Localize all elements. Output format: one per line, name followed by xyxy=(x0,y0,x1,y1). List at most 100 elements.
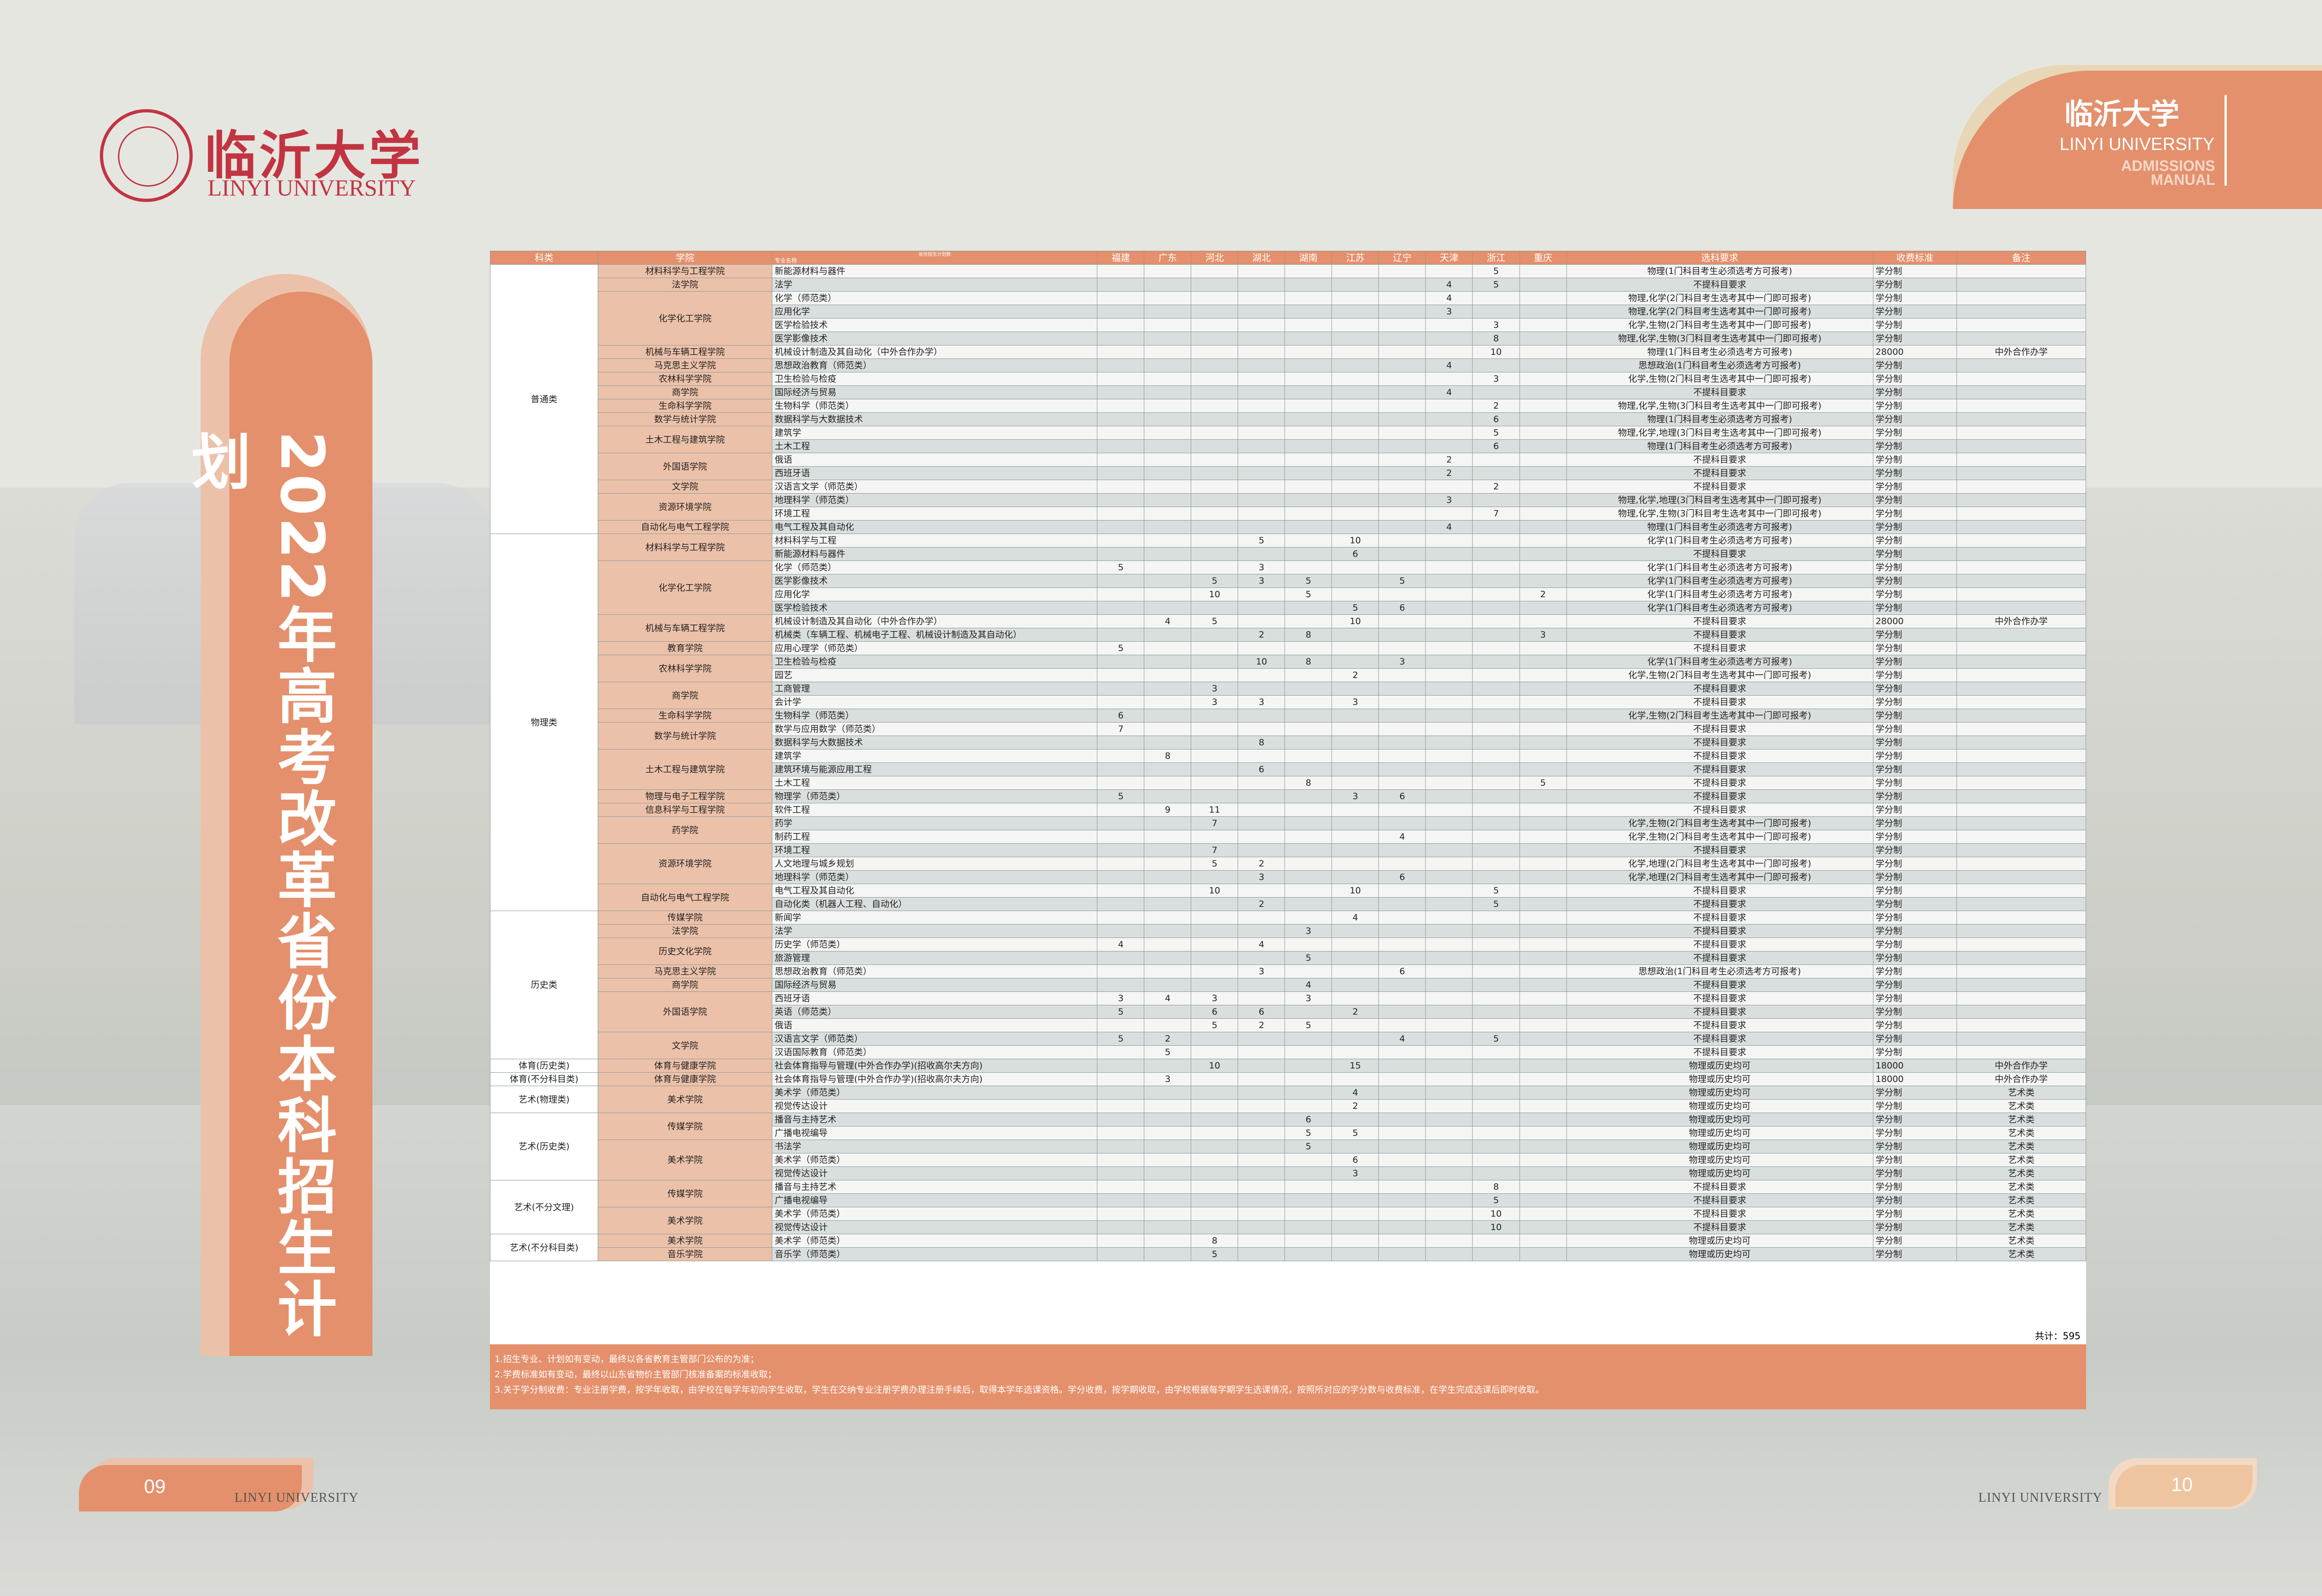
quota-cell xyxy=(1191,1032,1239,1046)
subject-requirement-cell: 物理或历史均可 xyxy=(1566,1247,1873,1261)
quota-cell xyxy=(1238,426,1285,440)
subject-requirement-cell: 不提科目要求 xyxy=(1566,641,1873,655)
quota-cell xyxy=(1191,332,1239,345)
quota-cell xyxy=(1425,843,1473,857)
category-cell: 艺术(物理类) xyxy=(489,1086,599,1113)
remark-cell xyxy=(1956,439,2087,453)
table-row: 机械与车辆工程学院 机械设计制造及其自动化（中外合作办学） 4 5 10 不提科目要求 28… xyxy=(490,614,2087,642)
college-cell: 体育与健康学院 xyxy=(598,1059,773,1073)
fee-cell: 学分制 xyxy=(1872,830,1957,844)
quota-cell xyxy=(1144,709,1192,723)
quota-cell: 7 xyxy=(1191,816,1239,830)
table-row: 资源环境学院 地理科学（师范类） 3 物理,化学,地理(3门科目考生选考其中一门即可报… xyxy=(490,493,2087,521)
quota-cell: 5 xyxy=(1285,1140,1332,1153)
quota-cell xyxy=(1425,1099,1473,1113)
major-cell: 广播电视编导 xyxy=(772,1193,1098,1207)
quota-cell xyxy=(1285,385,1332,399)
quota-cell: 8 xyxy=(1285,628,1332,642)
quota-cell xyxy=(1472,453,1520,467)
quota-cell: 15 xyxy=(1331,1059,1379,1073)
quota-cell: 8 xyxy=(1285,655,1332,669)
quota-cell xyxy=(1097,1234,1145,1248)
subject-requirement-cell: 不提科目要求 xyxy=(1566,480,1873,494)
quota-cell xyxy=(1144,601,1192,615)
remark-cell xyxy=(1956,857,2087,871)
quota-cell xyxy=(1191,897,1239,911)
major-cell: 国际经济与贸易 xyxy=(772,978,1098,992)
fee-cell: 学分制 xyxy=(1872,938,1957,951)
quota-cell xyxy=(1238,1113,1285,1127)
quota-cell xyxy=(1331,1045,1379,1059)
quota-cell xyxy=(1331,1193,1379,1207)
table-row: 农林科学学院 卫生检验与检疫 10 8 3 化学(1门科目考生必须选考方可报考) 学分制 xyxy=(490,655,2087,682)
quota-cell xyxy=(1472,951,1520,965)
college-cell: 体育与健康学院 xyxy=(598,1072,773,1086)
quota-cell: 3 xyxy=(1285,924,1332,938)
quota-cell xyxy=(1472,924,1520,938)
quota-cell xyxy=(1285,870,1332,884)
subject-requirement-cell: 不提科目要求 xyxy=(1566,951,1873,965)
major-cell: 医学影像技术 xyxy=(772,332,1098,345)
quota-cell xyxy=(1144,305,1192,319)
note-1: 1.招生专业、计划如有变动，最终以各省教育主管部门公布的为准； xyxy=(495,1354,759,1364)
quota-cell xyxy=(1097,1099,1145,1113)
column-header: 湖南 xyxy=(1285,251,1332,265)
quota-cell xyxy=(1191,547,1239,561)
quota-cell xyxy=(1144,332,1192,345)
column-header: 辽宁 xyxy=(1378,251,1426,265)
quota-cell: 2 xyxy=(1472,399,1520,413)
quota-cell xyxy=(1472,385,1520,399)
quota-cell xyxy=(1285,803,1332,817)
quota-cell: 5 xyxy=(1472,426,1520,440)
quota-cell xyxy=(1378,1005,1426,1019)
quota-cell xyxy=(1238,466,1285,480)
quota-cell xyxy=(1285,278,1332,292)
quota-cell xyxy=(1191,601,1239,615)
college-cell: 传媒学院 xyxy=(598,911,773,925)
quota-cell xyxy=(1144,1193,1192,1207)
subject-requirement-cell: 化学,生物(2门科目考生选考其中一门即可报考) xyxy=(1566,830,1873,844)
quota-cell xyxy=(1144,857,1192,871)
fee-cell: 学分制 xyxy=(1872,951,1957,965)
quota-cell xyxy=(1238,614,1285,628)
remark-cell xyxy=(1956,480,2087,494)
major-cell: 汉语言文学（师范类） xyxy=(772,1032,1098,1046)
quota-cell xyxy=(1378,978,1426,992)
major-cell: 历史学（师范类） xyxy=(772,938,1098,951)
fee-cell: 学分制 xyxy=(1872,1166,1957,1180)
quota-cell: 7 xyxy=(1097,722,1145,736)
table-row: 商学院 国际经济与贸易 4 不提科目要求 学分制 xyxy=(490,385,2087,399)
subject-requirement-cell: 化学,生物(2门科目考生选考其中一门即可报考) xyxy=(1566,709,1873,723)
quota-cell xyxy=(1285,466,1332,480)
college-cell: 信息科学与工程学院 xyxy=(598,803,773,817)
quota-cell: 3 xyxy=(1238,695,1285,709)
quota-cell xyxy=(1519,1099,1567,1113)
quota-cell xyxy=(1331,897,1379,911)
remark-cell: 艺术类 xyxy=(1956,1153,2087,1167)
quota-cell xyxy=(1285,1220,1332,1234)
subject-requirement-cell: 不提科目要求 xyxy=(1566,547,1873,561)
college-cell: 化学化工学院 xyxy=(598,291,773,345)
quota-cell xyxy=(1097,547,1145,561)
quota-cell: 3 xyxy=(1331,695,1379,709)
quota-cell xyxy=(1191,466,1239,480)
fee-cell: 学分制 xyxy=(1872,924,1957,938)
college-cell: 美术学院 xyxy=(598,1207,773,1234)
quota-cell xyxy=(1425,655,1473,669)
college-cell: 土木工程与建筑学院 xyxy=(598,749,773,790)
quota-cell: 10 xyxy=(1331,534,1379,547)
quota-cell xyxy=(1425,938,1473,951)
college-cell: 数学与统计学院 xyxy=(598,722,773,749)
subject-requirement-cell: 不提科目要求 xyxy=(1566,978,1873,992)
subject-requirement-cell: 思想政治(1门科目考生必须选考方可报考) xyxy=(1566,964,1873,978)
quota-cell xyxy=(1378,264,1426,278)
quota-cell xyxy=(1425,695,1473,709)
column-header: 广东 xyxy=(1144,251,1192,265)
quota-cell xyxy=(1331,466,1379,480)
quota-cell xyxy=(1238,884,1285,898)
quota-cell xyxy=(1285,291,1332,305)
quota-cell xyxy=(1425,964,1473,978)
fee-cell: 学分制 xyxy=(1872,1234,1957,1248)
quota-cell xyxy=(1097,951,1145,965)
quota-cell xyxy=(1285,762,1332,776)
